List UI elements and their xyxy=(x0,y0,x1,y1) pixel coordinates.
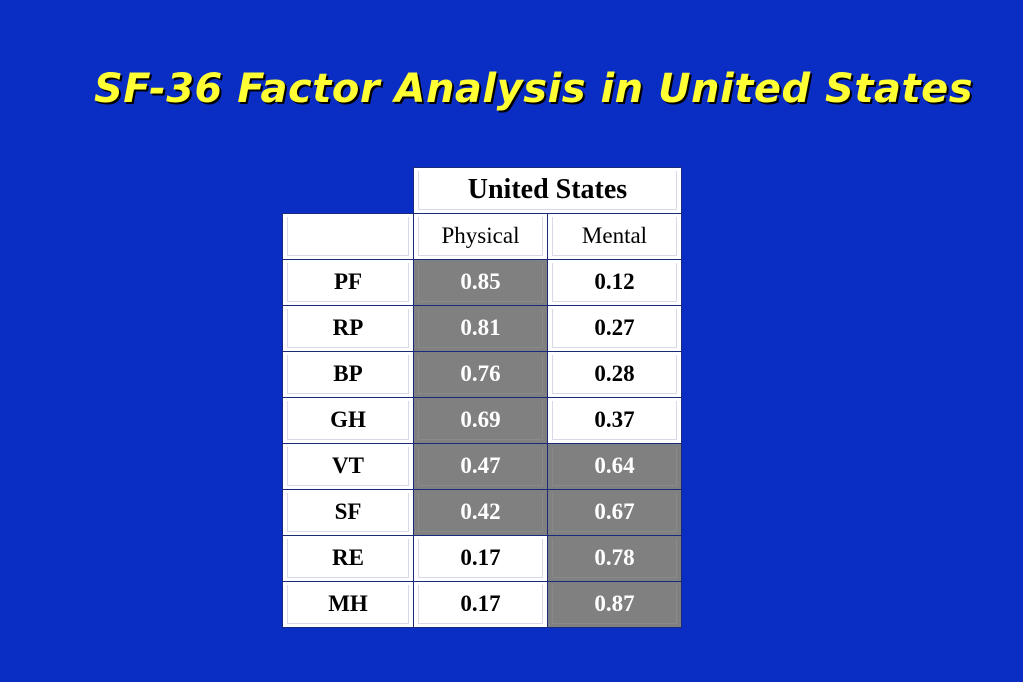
table-row: RE 0.17 0.78 xyxy=(282,535,682,582)
row-label: PF xyxy=(282,259,414,306)
mental-value: 0.64 xyxy=(547,443,682,490)
table-row: SF 0.42 0.67 xyxy=(282,489,682,536)
factor-table: United States Physical Mental PF 0.85 0.12… xyxy=(282,167,682,628)
mental-value: 0.12 xyxy=(547,259,682,306)
row-label: RE xyxy=(282,535,414,582)
row-label: VT xyxy=(282,443,414,490)
mental-value: 0.78 xyxy=(547,535,682,582)
row-label: BP xyxy=(282,351,414,398)
table-row: GH 0.69 0.37 xyxy=(282,397,682,444)
table-corner-empty xyxy=(283,168,414,214)
table-column-header-mental: Mental xyxy=(547,213,682,260)
physical-value: 0.69 xyxy=(413,397,548,444)
table-group-header: United States xyxy=(413,167,682,214)
table-column-header-blank xyxy=(282,213,414,260)
table-row: MH 0.17 0.87 xyxy=(282,581,682,628)
row-label: MH xyxy=(282,581,414,628)
physical-value: 0.17 xyxy=(413,581,548,628)
table-row: BP 0.76 0.28 xyxy=(282,351,682,398)
mental-value: 0.28 xyxy=(547,351,682,398)
physical-value: 0.17 xyxy=(413,535,548,582)
mental-value: 0.27 xyxy=(547,305,682,352)
row-label: GH xyxy=(282,397,414,444)
slide-title: SF-36 Factor Analysis in United States xyxy=(93,66,974,112)
table-group-header-row: United States xyxy=(283,167,682,214)
row-label: SF xyxy=(282,489,414,536)
table-column-header-row: Physical Mental xyxy=(282,213,682,260)
physical-value: 0.42 xyxy=(413,489,548,536)
mental-value: 0.37 xyxy=(547,397,682,444)
mental-value: 0.67 xyxy=(547,489,682,536)
mental-value: 0.87 xyxy=(547,581,682,628)
row-label: RP xyxy=(282,305,414,352)
table-row: PF 0.85 0.12 xyxy=(282,259,682,306)
physical-value: 0.81 xyxy=(413,305,548,352)
physical-value: 0.47 xyxy=(413,443,548,490)
table-column-header-physical: Physical xyxy=(413,213,548,260)
table-row: RP 0.81 0.27 xyxy=(282,305,682,352)
physical-value: 0.85 xyxy=(413,259,548,306)
table-row: VT 0.47 0.64 xyxy=(282,443,682,490)
physical-value: 0.76 xyxy=(413,351,548,398)
